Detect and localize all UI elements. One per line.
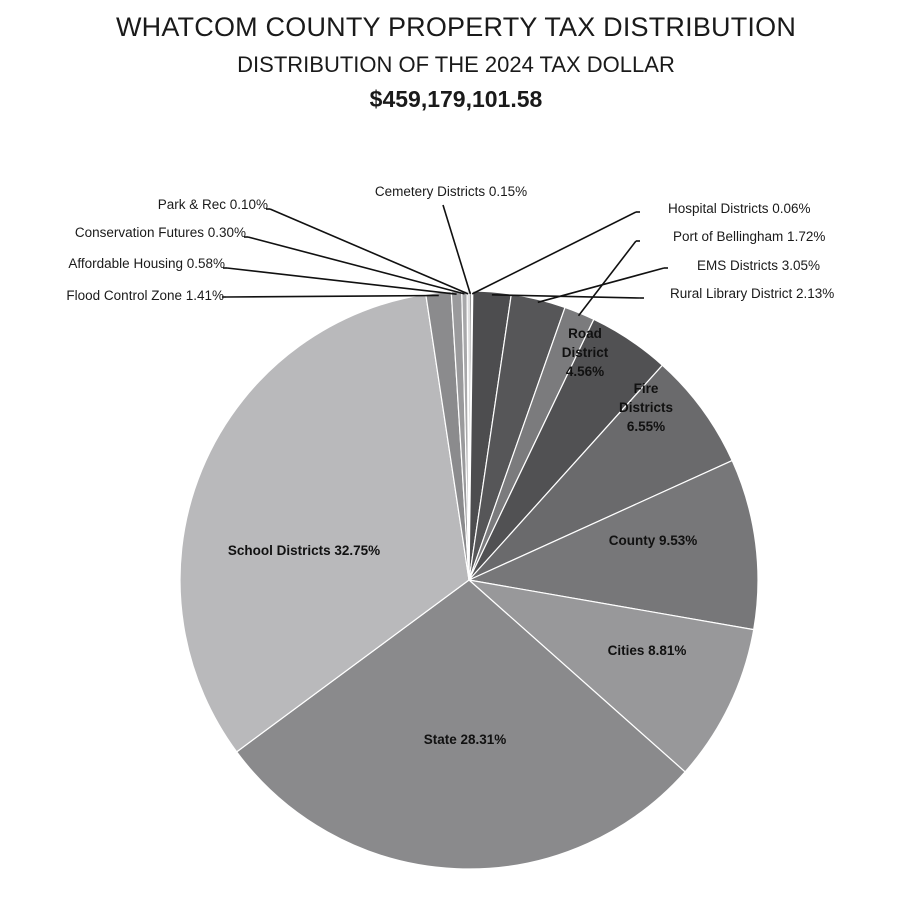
chart-title: WHATCOM COUNTY PROPERTY TAX DISTRIBUTION: [115, 12, 797, 42]
slice-label-flood: Flood Control Zone 1.41%: [66, 288, 224, 303]
leader-line-conservation: [247, 236, 465, 295]
leader-line-cemetery: [442, 204, 472, 295]
slice-label-rural_library: Rural Library District 2.13%: [670, 286, 834, 301]
leader-line-port: [577, 240, 637, 317]
leader-line-flood: [225, 294, 439, 298]
slice-label-county: County 9.53%: [609, 533, 698, 548]
pie-slice-state: [235, 579, 686, 870]
pie-slice-fire: [468, 364, 733, 581]
leader-line-parkrec: [269, 208, 469, 295]
slice-label-ems: EMS Districts 3.05%: [697, 258, 820, 273]
leader-line-rural_library: [491, 294, 641, 299]
callout-leaders: [222, 204, 668, 317]
slice-label-conservation: Conservation Futures 0.30%: [75, 225, 246, 240]
slice-label-fire: Fire Districts 6.55%: [619, 381, 673, 434]
slice-labels: Cemetery Districts 0.15% Hospital Distric…: [66, 184, 834, 747]
slice-label-cemetery: Cemetery Districts 0.15%: [375, 184, 527, 199]
slice-label-hospital: Hospital Districts 0.06%: [668, 201, 811, 216]
leader-line-hospital: [471, 211, 637, 295]
slice-label-road: Road District 4.56%: [562, 326, 609, 379]
slice-label-state: State 28.31%: [424, 732, 507, 747]
pie-slice-school: [179, 293, 470, 753]
leader-line-affordable: [226, 267, 457, 295]
slice-label-cities: Cities 8.81%: [608, 643, 687, 658]
pie-slice-cities: [467, 579, 755, 773]
chart-total: $459,179,101.58: [369, 86, 543, 112]
leader-line-ems: [537, 267, 665, 304]
slice-label-parkrec: Park & Rec 0.10%: [158, 197, 268, 212]
slice-label-affordable: Affordable Housing 0.58%: [68, 256, 225, 271]
slice-label-school: School Districts 32.75%: [228, 543, 380, 558]
pie-slice-county: [466, 459, 759, 631]
pie-slices: [179, 290, 759, 870]
slice-label-port: Port of Bellingham 1.72%: [673, 229, 825, 244]
chart-subtitle: DISTRIBUTION OF THE 2024 TAX DOLLAR: [237, 52, 675, 77]
